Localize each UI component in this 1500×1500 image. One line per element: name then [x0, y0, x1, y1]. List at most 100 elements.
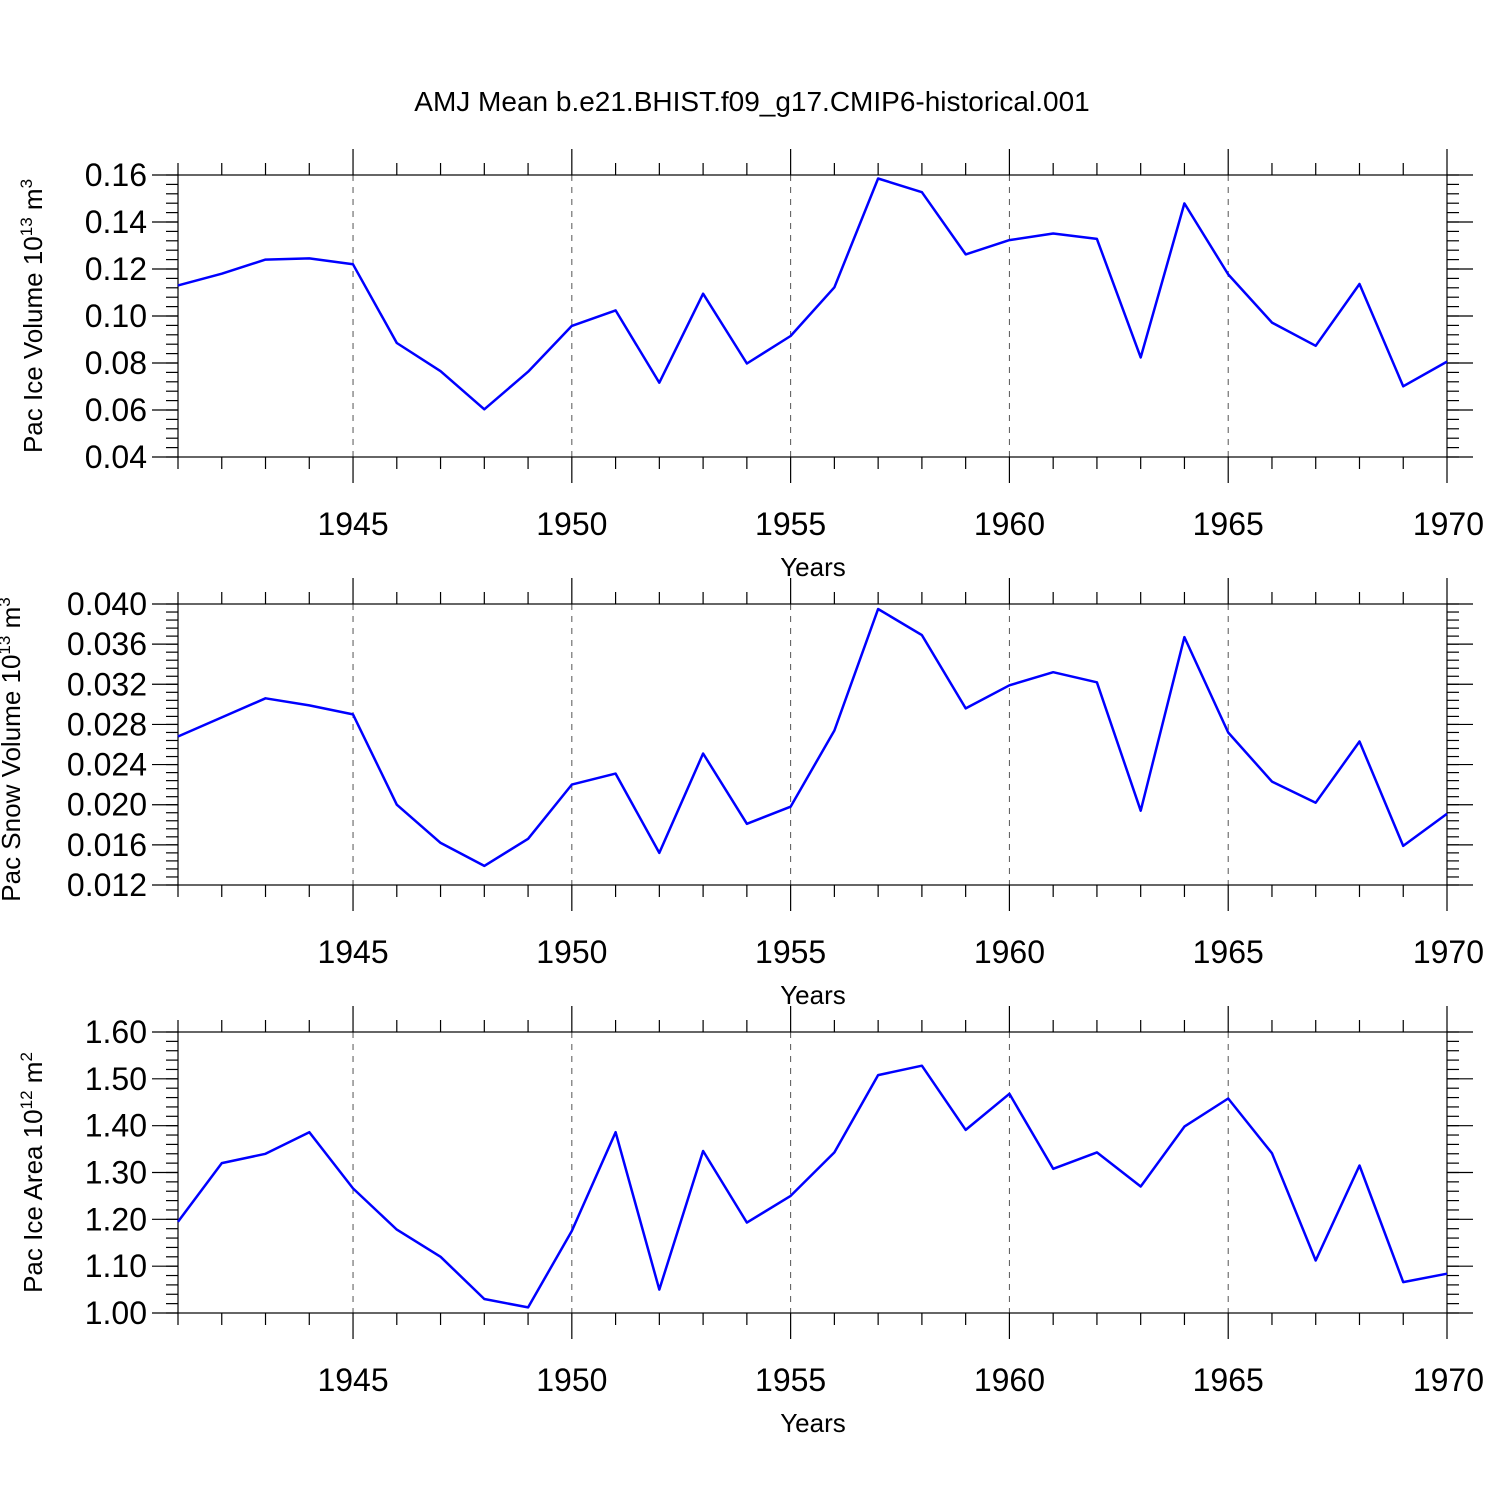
panel-3-data-point: [570, 1229, 574, 1233]
panel-2-data-point: [876, 607, 880, 611]
panel-1-data-point: [876, 177, 880, 181]
panel-2-data-point: [789, 805, 793, 809]
panel-3-y-tick-label: 1.60: [85, 1014, 147, 1050]
panel-3-data-point: [395, 1228, 399, 1232]
panel-2-plot-frame: [177, 603, 1448, 886]
panel-3-data-point: [964, 1128, 968, 1132]
panel-2-y-tick-label: 0.036: [67, 626, 147, 662]
panel-2-data-point: [351, 712, 355, 716]
panel-2-y-axis-title-ylabel-unit: m: [0, 607, 26, 636]
panel-3-x-tick-label: 1950: [536, 1362, 607, 1398]
panel-2-data-point: [657, 851, 661, 855]
panel-2-x-tick-label: 1945: [317, 934, 388, 970]
panel-1-y-axis-title-ylabel-unit-exp: 3: [17, 179, 36, 188]
panel-1-data-point: [832, 285, 836, 289]
panel-1-data-point: [482, 407, 486, 411]
panel-2-data-point: [1095, 680, 1099, 684]
panel-1-plot-frame: [177, 174, 1448, 458]
panel-2-data-point: [176, 734, 180, 738]
panel-3-data-point: [832, 1150, 836, 1154]
panel-3-y-tick-label: 1.30: [85, 1155, 147, 1191]
panel-1-series-line: [177, 177, 1448, 411]
panel-1-data-point: [220, 272, 224, 276]
panel-3-data-point: [526, 1305, 530, 1309]
panel-1-data-point: [614, 308, 618, 312]
chart-panel-1: 0.04 0.06 0.08 0.10 0.12 0.14 0.16 1945 1950 1955…: [17, 149, 1484, 582]
panel-2-data-point: [482, 864, 486, 868]
panel-3-data-point: [307, 1130, 311, 1134]
panel-1-data-point: [307, 256, 311, 260]
panel-2-data-point: [1270, 780, 1274, 784]
panel-3-y-tick-label: 1.40: [85, 1108, 147, 1144]
panel-2-y-tick-label: 0.040: [67, 586, 147, 622]
panel-1-data-point: [1226, 272, 1230, 276]
panel-1-y-tick-label: 0.06: [85, 392, 147, 428]
panel-2-x-tick-label: 1970: [1413, 934, 1484, 970]
chart-panel-2: 0.012 0.016 0.020 0.024 0.028 0.032 0.036 0.040…: [0, 578, 1484, 1010]
panel-2-data-point: [1226, 730, 1230, 734]
panel-3-y-tick-label: 1.50: [85, 1061, 147, 1097]
panel-1-x-tick-label: 1960: [974, 506, 1045, 542]
panel-1-data-point: [920, 190, 924, 194]
panel-1-data-point: [1445, 360, 1449, 364]
panel-1-data-point: [264, 258, 268, 262]
panel-2-x-tick-label: 1960: [974, 934, 1045, 970]
panel-2-data-point: [1401, 844, 1405, 848]
panel-2-y-tick-label: 0.020: [67, 787, 147, 823]
panel-2-data-point: [1007, 683, 1011, 687]
panel-2-data-point: [395, 803, 399, 807]
panel-1-data-point: [1182, 201, 1186, 205]
panel-3-y-axis-title: Pac Ice Area 1012 m2: [17, 1052, 48, 1293]
panel-3-y-axis-title-ylabel: Pac Ice Area 10: [18, 1109, 48, 1293]
panel-3-data-point: [701, 1149, 705, 1153]
panel-2-y-tick-label: 0.024: [67, 747, 147, 783]
panel-2-data-point: [832, 728, 836, 732]
panel-1-x-axis-title: Years: [780, 552, 846, 582]
panel-3-data-point: [220, 1161, 224, 1165]
panel-3-data-point: [1051, 1167, 1055, 1171]
panel-3-data-point: [1095, 1150, 1099, 1154]
panel-2-y-axis-title: Pac Snow Volume 1013 m3: [0, 597, 26, 901]
panel-3-x-tick-label: 1955: [755, 1362, 826, 1398]
panel-2-x-tick-label: 1965: [1193, 934, 1264, 970]
panel-1-data-point: [701, 292, 705, 296]
panel-2-data-point: [1314, 801, 1318, 805]
panel-2-data-point: [526, 837, 530, 841]
panel-2-data-point: [264, 696, 268, 700]
panel-2-data-point: [920, 633, 924, 637]
panel-1-data-point: [1051, 232, 1055, 236]
panel-1-y-tick-label: 0.08: [85, 345, 147, 381]
panel-3-y-tick-label: 1.00: [85, 1295, 147, 1331]
panel-2-x-tick-label: 1950: [536, 934, 607, 970]
panel-1-y-tick-label: 0.12: [85, 251, 147, 287]
panel-3-data-point: [1357, 1163, 1361, 1167]
panel-2-y-tick-label: 0.032: [67, 666, 147, 702]
panel-1-y-axis-title-ylabel: Pac Ice Volume 10: [18, 236, 48, 453]
panel-3-x-tick-label: 1970: [1413, 1362, 1484, 1398]
panel-1-y-axis-title: Pac Ice Volume 1013 m3: [17, 179, 48, 453]
panel-2-series-line: [177, 607, 1448, 868]
panel-1-x-tick-label: 1970: [1413, 506, 1484, 542]
panel-1-data-point: [395, 341, 399, 345]
panel-1-data-point: [439, 369, 443, 373]
panel-1-data-point: [789, 334, 793, 338]
panel-3-data-point: [1270, 1151, 1274, 1155]
panel-3-x-tick-label: 1960: [974, 1362, 1045, 1398]
panel-1-data-point: [1007, 238, 1011, 242]
panel-2-x-tick-label: 1955: [755, 934, 826, 970]
panel-2-y-tick-label: 0.012: [67, 867, 147, 903]
panel-1-data-point: [570, 324, 574, 328]
panel-1-data-point: [657, 381, 661, 385]
panel-1-data-point: [1095, 237, 1099, 241]
panel-3-data-point: [482, 1297, 486, 1301]
panel-3-series-line: [176, 1064, 1448, 1309]
panel-2-data-point: [570, 783, 574, 787]
panel-3-data-point: [789, 1194, 793, 1198]
panel-1-data-point: [176, 283, 180, 287]
panel-2-data-point: [1139, 809, 1143, 813]
panel-3-data-point: [745, 1221, 749, 1225]
panel-1-data-point: [1270, 321, 1274, 325]
panel-3-data-point: [439, 1255, 443, 1259]
panel-2-data-point: [1445, 812, 1449, 816]
